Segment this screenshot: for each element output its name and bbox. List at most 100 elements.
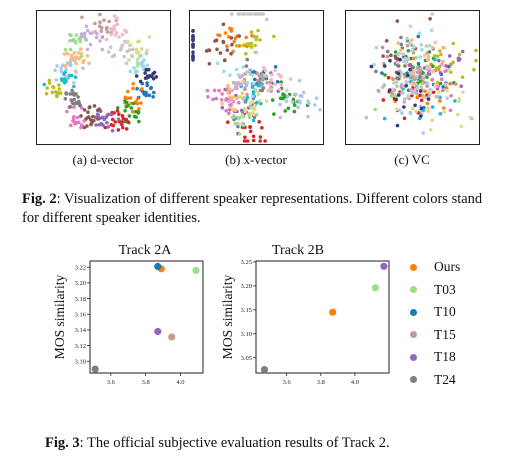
embedding-point (137, 39, 141, 43)
embedding-point (382, 64, 387, 68)
embedding-point (124, 127, 129, 131)
embedding-point (258, 38, 262, 42)
embedding-point (81, 66, 85, 71)
embedding-point (79, 51, 83, 56)
embedding-point (286, 106, 291, 111)
embedding-point (404, 84, 408, 88)
figure2-caption: Fig. 2: Visualization of different speak… (22, 190, 492, 228)
legend-label: T15 (434, 326, 456, 342)
embedding-point (146, 75, 151, 79)
embedding-point (84, 24, 89, 28)
embedding-point (265, 17, 269, 22)
embedding-point (425, 84, 429, 88)
embedding-point (251, 81, 256, 86)
embedding-point (409, 38, 414, 42)
embedding-point (269, 87, 274, 91)
embedding-point (110, 27, 114, 32)
embedding-point (70, 101, 75, 105)
embedding-point (69, 123, 73, 128)
embedding-point (428, 17, 432, 21)
embedding-point (419, 85, 424, 89)
embedding-point (69, 53, 74, 58)
embedding-point (57, 83, 61, 87)
embedding-point (134, 115, 138, 119)
embedding-point (91, 114, 95, 119)
embedding-point (415, 75, 419, 79)
embedding-point (60, 78, 64, 83)
embedding-point (137, 119, 141, 124)
embedding-point (229, 52, 233, 56)
legend-marker (410, 376, 417, 383)
embedding-point (63, 63, 68, 68)
embedding-point (401, 52, 405, 56)
embedding-point (415, 86, 420, 90)
embedding-point (117, 35, 121, 39)
tsne-panel-x-vector (189, 10, 324, 145)
legend-marker (410, 308, 417, 316)
embedding-point (459, 124, 464, 129)
embedding-point (416, 61, 421, 66)
embedding-point (232, 39, 236, 44)
embedding-point (128, 69, 133, 74)
embedding-point (422, 95, 426, 99)
embedding-point (73, 75, 78, 79)
embedding-point (151, 95, 155, 99)
embedding-point (264, 99, 269, 103)
embedding-point (151, 76, 156, 81)
embedding-point (429, 28, 434, 33)
embedding-point (230, 108, 235, 112)
embedding-point (93, 21, 97, 26)
embedding-point (411, 106, 415, 111)
legend-item-ours: Ours (410, 257, 460, 277)
embedding-point (410, 65, 414, 69)
legend-label: Ours (434, 259, 461, 274)
embedding-point (277, 87, 282, 92)
embedding-point (82, 34, 86, 39)
embedding-point (249, 41, 254, 46)
embedding-point (404, 80, 408, 84)
embedding-point (273, 65, 278, 69)
scatter-track-2b: 3.6 3.8 4.0 3.05 3.10 3.15 3.20 3.25 MOS quality… (222, 259, 390, 392)
embedding-point (447, 68, 451, 73)
scatter-point-t24 (91, 365, 99, 373)
embedding-point (434, 66, 439, 70)
embedding-point (115, 109, 120, 113)
embedding-point (272, 112, 276, 116)
embedding-point (395, 84, 399, 88)
embedding-point (281, 92, 285, 96)
embedding-point (68, 63, 73, 68)
panel-frame (189, 10, 324, 145)
embedding-point (298, 93, 303, 98)
embedding-point (279, 82, 284, 87)
embedding-point (228, 73, 232, 77)
embedding-point (227, 87, 232, 91)
scatter-point-t18 (154, 327, 162, 336)
embedding-point (314, 96, 319, 101)
embedding-point (53, 68, 57, 73)
embedding-point (243, 106, 247, 111)
embedding-point (218, 51, 223, 55)
embedding-point (418, 89, 423, 93)
embedding-point (447, 54, 452, 58)
embedding-point (123, 95, 128, 100)
embedding-point (269, 78, 274, 83)
embedding-point (254, 37, 258, 42)
legend-item-t24: T24 (410, 370, 456, 390)
embedding-point (139, 53, 143, 58)
embedding-point (233, 121, 238, 126)
embedding-point (129, 106, 134, 110)
embedding-point (112, 24, 116, 28)
embedding-point (258, 139, 262, 143)
embedding-point (421, 76, 425, 81)
embedding-point (98, 12, 102, 17)
embedding-point (237, 44, 242, 48)
embedding-point (448, 81, 452, 86)
embedding-point (66, 61, 70, 65)
embedding-point (63, 97, 68, 101)
embedding-point (423, 80, 427, 85)
embedding-point (373, 107, 377, 112)
embedding-point (427, 90, 431, 94)
embedding-point (257, 74, 262, 78)
embedding-point (55, 94, 59, 99)
embedding-point (430, 118, 434, 123)
